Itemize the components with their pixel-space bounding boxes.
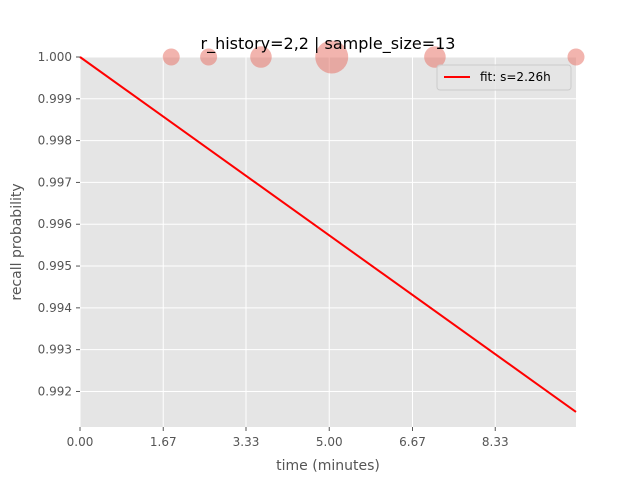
y-tick-label: 0.996 — [38, 217, 72, 231]
y-tick-label: 0.992 — [38, 384, 72, 398]
legend-label: fit: s=2.26h — [480, 70, 551, 84]
y-tick-label: 0.997 — [38, 175, 72, 189]
data-point — [567, 48, 585, 66]
data-point — [315, 40, 349, 74]
legend: fit: s=2.26h — [436, 64, 572, 91]
y-tick-label: 0.993 — [38, 343, 72, 357]
x-tick-label: 6.67 — [399, 435, 426, 449]
chart-title: r_history=2,2 | sample_size=13 — [201, 34, 456, 54]
data-points — [162, 40, 585, 74]
x-tick-label: 0.00 — [67, 435, 94, 449]
y-tick-label: 0.999 — [38, 92, 72, 106]
x-tick-label: 1.67 — [150, 435, 177, 449]
fit-line — [79, 56, 577, 413]
x-tick-label: 3.33 — [233, 435, 260, 449]
data-point — [424, 46, 446, 68]
legend-box — [436, 64, 572, 91]
data-point — [200, 48, 218, 66]
x-tick-label: 8.33 — [482, 435, 509, 449]
y-tick-label: 0.998 — [38, 134, 72, 148]
grid-lines — [79, 56, 576, 427]
fit-line-group — [79, 56, 577, 413]
data-point — [162, 48, 180, 66]
y-tick-label: 0.995 — [38, 259, 72, 273]
plot-background — [80, 57, 576, 427]
y-tick-label: 1.000 — [38, 50, 72, 64]
y-axis-ticks: 0.992 0.993 0.994 0.995 0.996 0.997 0.998 0.999… — [38, 50, 80, 398]
x-axis-ticks: 0.00 1.67 3.33 5.00 6.67 8.33 — [67, 427, 509, 449]
x-axis-label: time (minutes) — [276, 458, 380, 474]
x-tick-label: 5.00 — [316, 435, 343, 449]
y-tick-label: 0.994 — [38, 301, 72, 315]
data-point — [250, 46, 272, 68]
y-axis-label: recall probability — [9, 183, 25, 300]
